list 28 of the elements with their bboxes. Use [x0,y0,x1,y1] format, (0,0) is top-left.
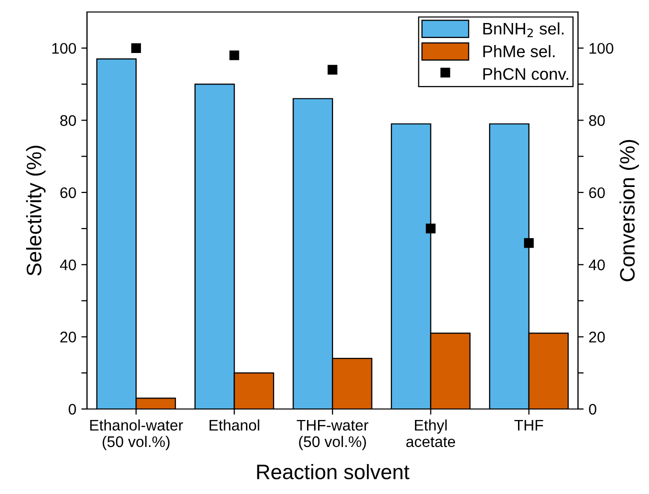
x-tick-label: THF [514,420,544,430]
y2-tick-label: 100 [590,42,614,54]
x-axis-title: Reaction solvent [257,464,410,480]
x-tick-label: Ethyl acetate [406,419,456,448]
y2-tick-label: 80 [589,115,605,126]
legend-label: PhMe sel. [483,45,555,58]
y2-tick-label: 20 [589,332,605,343]
y-tick-label: 80 [60,115,76,126]
point [328,64,338,75]
y-tick-label: 20 [60,332,76,343]
y-tick-label: 60 [60,187,76,198]
y2-tick-label: 0 [589,404,596,415]
x-tick-label: Ethanol [210,419,260,431]
point [426,224,436,234]
point [131,43,141,53]
x-tick-label: Ethanol-water (50 vol.%) [90,419,183,450]
y2-tick-label: 60 [589,187,605,198]
legend-label: PhCN conv. [483,68,568,80]
y-tick-label: 40 [60,260,76,270]
point [524,238,534,248]
y2-tick-label: 40 [588,260,605,270]
y-axis-title: Selectivity (%) [26,146,46,276]
point [229,50,240,60]
y-tick-label: 100 [52,42,76,54]
x-tick-label: THF-water (50 vol.%) [296,420,368,450]
y-tick-label: 0 [68,404,76,415]
y2-axis-title: Conversion (%) [619,140,639,282]
legend-label: BnNH$_{2}$ sel. [483,22,564,38]
